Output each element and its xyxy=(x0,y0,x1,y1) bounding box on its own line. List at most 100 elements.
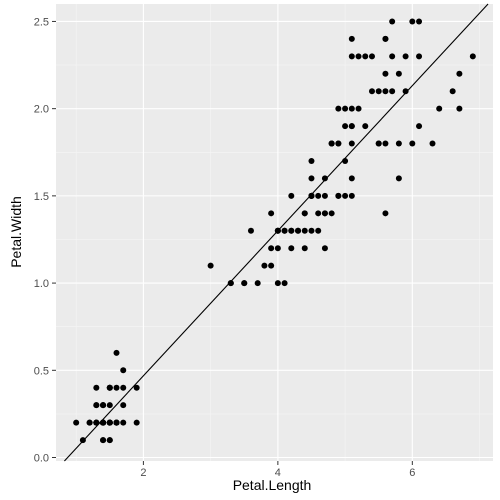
data-point xyxy=(288,192,295,199)
data-point xyxy=(308,175,315,182)
data-point xyxy=(281,280,288,287)
y-axis-title: Petal.Width xyxy=(8,196,24,268)
data-point xyxy=(436,105,443,112)
data-point xyxy=(469,53,476,60)
data-point xyxy=(389,88,396,95)
data-point xyxy=(315,227,322,234)
data-point xyxy=(106,419,113,426)
data-point xyxy=(315,192,322,199)
data-point xyxy=(241,280,248,287)
data-point xyxy=(335,192,342,199)
data-point xyxy=(348,123,355,130)
data-point xyxy=(133,419,140,426)
data-point xyxy=(207,262,214,269)
data-point xyxy=(382,210,389,217)
data-point xyxy=(301,210,308,217)
data-point xyxy=(321,192,328,199)
data-point xyxy=(100,437,107,444)
data-point xyxy=(133,384,140,391)
y-tick-label: 0.0 xyxy=(34,453,49,465)
y-tick-label: 2.0 xyxy=(34,104,49,116)
data-point xyxy=(274,245,281,252)
data-point xyxy=(268,245,275,252)
x-tick-label: 2 xyxy=(140,467,146,479)
data-point xyxy=(308,157,315,164)
data-point xyxy=(348,175,355,182)
y-tick-label: 1.0 xyxy=(34,278,49,290)
data-point xyxy=(295,227,302,234)
y-axis-ticks: 0.0 0.5 1.0 1.5 2.0 2.5 xyxy=(34,16,56,465)
data-point xyxy=(456,70,463,77)
data-point xyxy=(368,88,375,95)
data-point xyxy=(449,88,456,95)
data-point xyxy=(362,123,369,130)
data-point xyxy=(315,210,322,217)
data-point xyxy=(382,70,389,77)
grid-major xyxy=(56,4,493,461)
data-point xyxy=(348,140,355,147)
data-point xyxy=(402,88,409,95)
data-point xyxy=(120,367,127,374)
data-point xyxy=(328,210,335,217)
data-point xyxy=(368,53,375,60)
data-point xyxy=(348,192,355,199)
x-axis-title: Petal.Length xyxy=(233,477,312,493)
data-point xyxy=(355,105,362,112)
data-point xyxy=(416,123,423,130)
data-point xyxy=(79,437,86,444)
data-point xyxy=(382,140,389,147)
data-point xyxy=(321,175,328,182)
data-point xyxy=(308,192,315,199)
data-point xyxy=(120,402,127,409)
data-point xyxy=(342,192,349,199)
y-tick-label: 1.5 xyxy=(34,191,49,203)
data-point xyxy=(321,210,328,217)
data-point xyxy=(93,402,100,409)
points-layer xyxy=(73,18,476,444)
data-point xyxy=(268,262,275,269)
data-point xyxy=(456,105,463,112)
data-point xyxy=(288,245,295,252)
data-point xyxy=(73,419,80,426)
data-point xyxy=(348,35,355,42)
data-point xyxy=(261,262,268,269)
data-point xyxy=(382,88,389,95)
data-point xyxy=(106,384,113,391)
data-point xyxy=(106,402,113,409)
data-point xyxy=(389,53,396,60)
data-point xyxy=(395,70,402,77)
data-point xyxy=(382,35,389,42)
data-point xyxy=(409,140,416,147)
plot-panel xyxy=(56,4,493,461)
data-point xyxy=(113,384,120,391)
data-point xyxy=(389,18,396,25)
data-point xyxy=(113,419,120,426)
data-point xyxy=(342,157,349,164)
data-point xyxy=(416,53,423,60)
data-point xyxy=(227,280,234,287)
data-point xyxy=(355,53,362,60)
data-point xyxy=(288,227,295,234)
data-point xyxy=(321,245,328,252)
data-point xyxy=(100,402,107,409)
data-point xyxy=(113,349,120,356)
data-point xyxy=(93,419,100,426)
data-point xyxy=(106,437,113,444)
data-point xyxy=(281,227,288,234)
data-point xyxy=(342,123,349,130)
data-point xyxy=(375,88,382,95)
x-tick-label: 4 xyxy=(275,467,281,479)
data-point xyxy=(120,384,127,391)
data-point xyxy=(335,105,342,112)
data-point xyxy=(375,140,382,147)
y-tick-label: 2.5 xyxy=(34,16,49,28)
x-tick-label: 6 xyxy=(409,467,415,479)
data-point xyxy=(254,280,261,287)
data-point xyxy=(247,227,254,234)
data-point xyxy=(348,53,355,60)
data-point xyxy=(301,227,308,234)
data-point xyxy=(100,419,107,426)
data-point xyxy=(429,140,436,147)
data-point xyxy=(335,140,342,147)
